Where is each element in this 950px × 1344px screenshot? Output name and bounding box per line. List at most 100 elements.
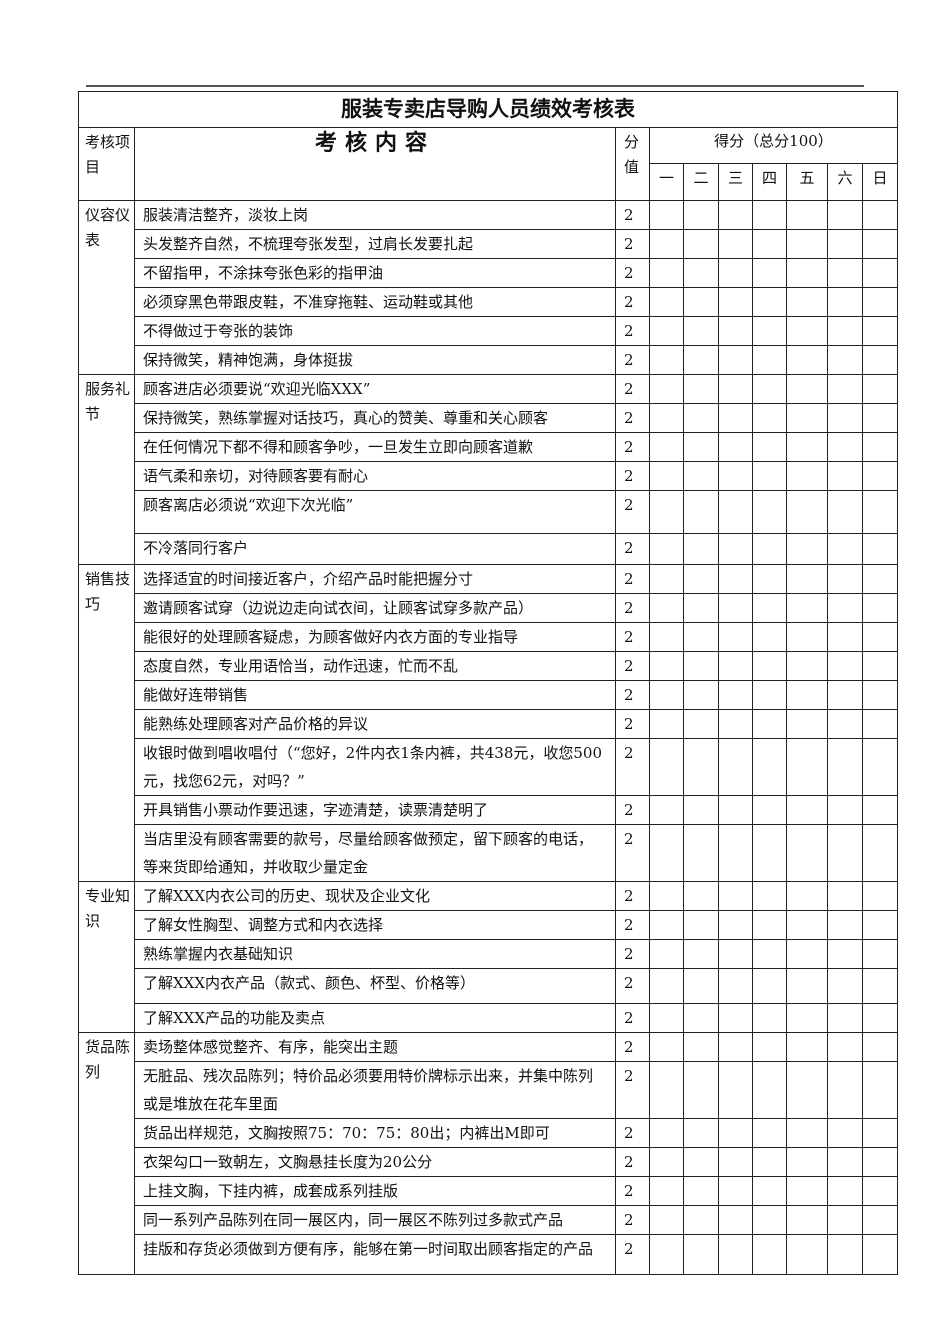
score-cell-day-1[interactable] [649,1205,684,1235]
score-cell-day-2[interactable] [683,881,719,911]
score-cell-day-7[interactable] [862,403,898,433]
score-cell-day-7[interactable] [862,258,898,288]
score-cell-day-1[interactable] [649,316,684,346]
score-cell-day-4[interactable] [752,345,787,375]
score-cell-day-1[interactable] [649,824,684,882]
score-cell-day-1[interactable] [649,910,684,940]
score-cell-day-7[interactable] [862,651,898,681]
score-cell-day-4[interactable] [752,1118,787,1148]
score-cell-day-2[interactable] [683,968,719,1004]
score-cell-day-5[interactable] [786,910,828,940]
score-cell-day-2[interactable] [683,622,719,652]
score-cell-day-1[interactable] [649,651,684,681]
score-cell-day-2[interactable] [683,910,719,940]
score-cell-day-4[interactable] [752,374,787,404]
score-cell-day-5[interactable] [786,622,828,652]
score-cell-day-1[interactable] [649,622,684,652]
score-cell-day-1[interactable] [649,229,684,259]
score-cell-day-4[interactable] [752,593,787,623]
score-cell-day-2[interactable] [683,651,719,681]
score-cell-day-5[interactable] [786,432,828,462]
score-cell-day-5[interactable] [786,795,828,825]
score-cell-day-2[interactable] [683,200,719,230]
score-cell-day-7[interactable] [862,795,898,825]
score-cell-day-7[interactable] [862,593,898,623]
score-cell-day-5[interactable] [786,738,828,796]
score-cell-day-7[interactable] [862,709,898,739]
score-cell-day-3[interactable] [718,1147,753,1177]
score-cell-day-4[interactable] [752,258,787,288]
score-cell-day-3[interactable] [718,738,753,796]
score-cell-day-2[interactable] [683,1061,719,1119]
score-cell-day-3[interactable] [718,287,753,317]
score-cell-day-4[interactable] [752,1003,787,1033]
score-cell-day-1[interactable] [649,709,684,739]
score-cell-day-6[interactable] [827,651,863,681]
score-cell-day-4[interactable] [752,316,787,346]
score-cell-day-6[interactable] [827,593,863,623]
score-cell-day-6[interactable] [827,1234,863,1275]
score-cell-day-5[interactable] [786,968,828,1004]
score-cell-day-6[interactable] [827,229,863,259]
score-cell-day-3[interactable] [718,622,753,652]
score-cell-day-2[interactable] [683,374,719,404]
score-cell-day-5[interactable] [786,229,828,259]
score-cell-day-3[interactable] [718,374,753,404]
score-cell-day-3[interactable] [718,345,753,375]
score-cell-day-2[interactable] [683,287,719,317]
score-cell-day-4[interactable] [752,910,787,940]
score-cell-day-7[interactable] [862,939,898,969]
score-cell-day-5[interactable] [786,680,828,710]
score-cell-day-6[interactable] [827,795,863,825]
score-cell-day-3[interactable] [718,709,753,739]
score-cell-day-5[interactable] [786,403,828,433]
score-cell-day-1[interactable] [649,680,684,710]
score-cell-day-5[interactable] [786,345,828,375]
score-cell-day-1[interactable] [649,200,684,230]
score-cell-day-3[interactable] [718,1061,753,1119]
score-cell-day-7[interactable] [862,680,898,710]
score-cell-day-2[interactable] [683,461,719,491]
score-cell-day-4[interactable] [752,403,787,433]
score-cell-day-6[interactable] [827,968,863,1004]
score-cell-day-3[interactable] [718,881,753,911]
score-cell-day-4[interactable] [752,709,787,739]
score-cell-day-5[interactable] [786,533,828,565]
score-cell-day-7[interactable] [862,824,898,882]
score-cell-day-2[interactable] [683,824,719,882]
score-cell-day-3[interactable] [718,968,753,1004]
score-cell-day-3[interactable] [718,910,753,940]
score-cell-day-5[interactable] [786,287,828,317]
score-cell-day-3[interactable] [718,1032,753,1062]
score-cell-day-4[interactable] [752,229,787,259]
score-cell-day-4[interactable] [752,490,787,534]
score-cell-day-7[interactable] [862,968,898,1004]
score-cell-day-4[interactable] [752,622,787,652]
score-cell-day-7[interactable] [862,461,898,491]
score-cell-day-6[interactable] [827,258,863,288]
score-cell-day-4[interactable] [752,651,787,681]
score-cell-day-4[interactable] [752,680,787,710]
score-cell-day-3[interactable] [718,1176,753,1206]
score-cell-day-2[interactable] [683,316,719,346]
score-cell-day-5[interactable] [786,1061,828,1119]
score-cell-day-7[interactable] [862,1234,898,1275]
score-cell-day-5[interactable] [786,651,828,681]
score-cell-day-2[interactable] [683,1176,719,1206]
score-cell-day-6[interactable] [827,490,863,534]
score-cell-day-6[interactable] [827,1205,863,1235]
score-cell-day-1[interactable] [649,490,684,534]
score-cell-day-5[interactable] [786,316,828,346]
score-cell-day-2[interactable] [683,1118,719,1148]
score-cell-day-7[interactable] [862,432,898,462]
score-cell-day-7[interactable] [862,564,898,594]
score-cell-day-2[interactable] [683,403,719,433]
score-cell-day-3[interactable] [718,795,753,825]
score-cell-day-5[interactable] [786,593,828,623]
score-cell-day-2[interactable] [683,738,719,796]
score-cell-day-7[interactable] [862,881,898,911]
score-cell-day-5[interactable] [786,1118,828,1148]
score-cell-day-1[interactable] [649,1147,684,1177]
score-cell-day-5[interactable] [786,1003,828,1033]
score-cell-day-5[interactable] [786,258,828,288]
